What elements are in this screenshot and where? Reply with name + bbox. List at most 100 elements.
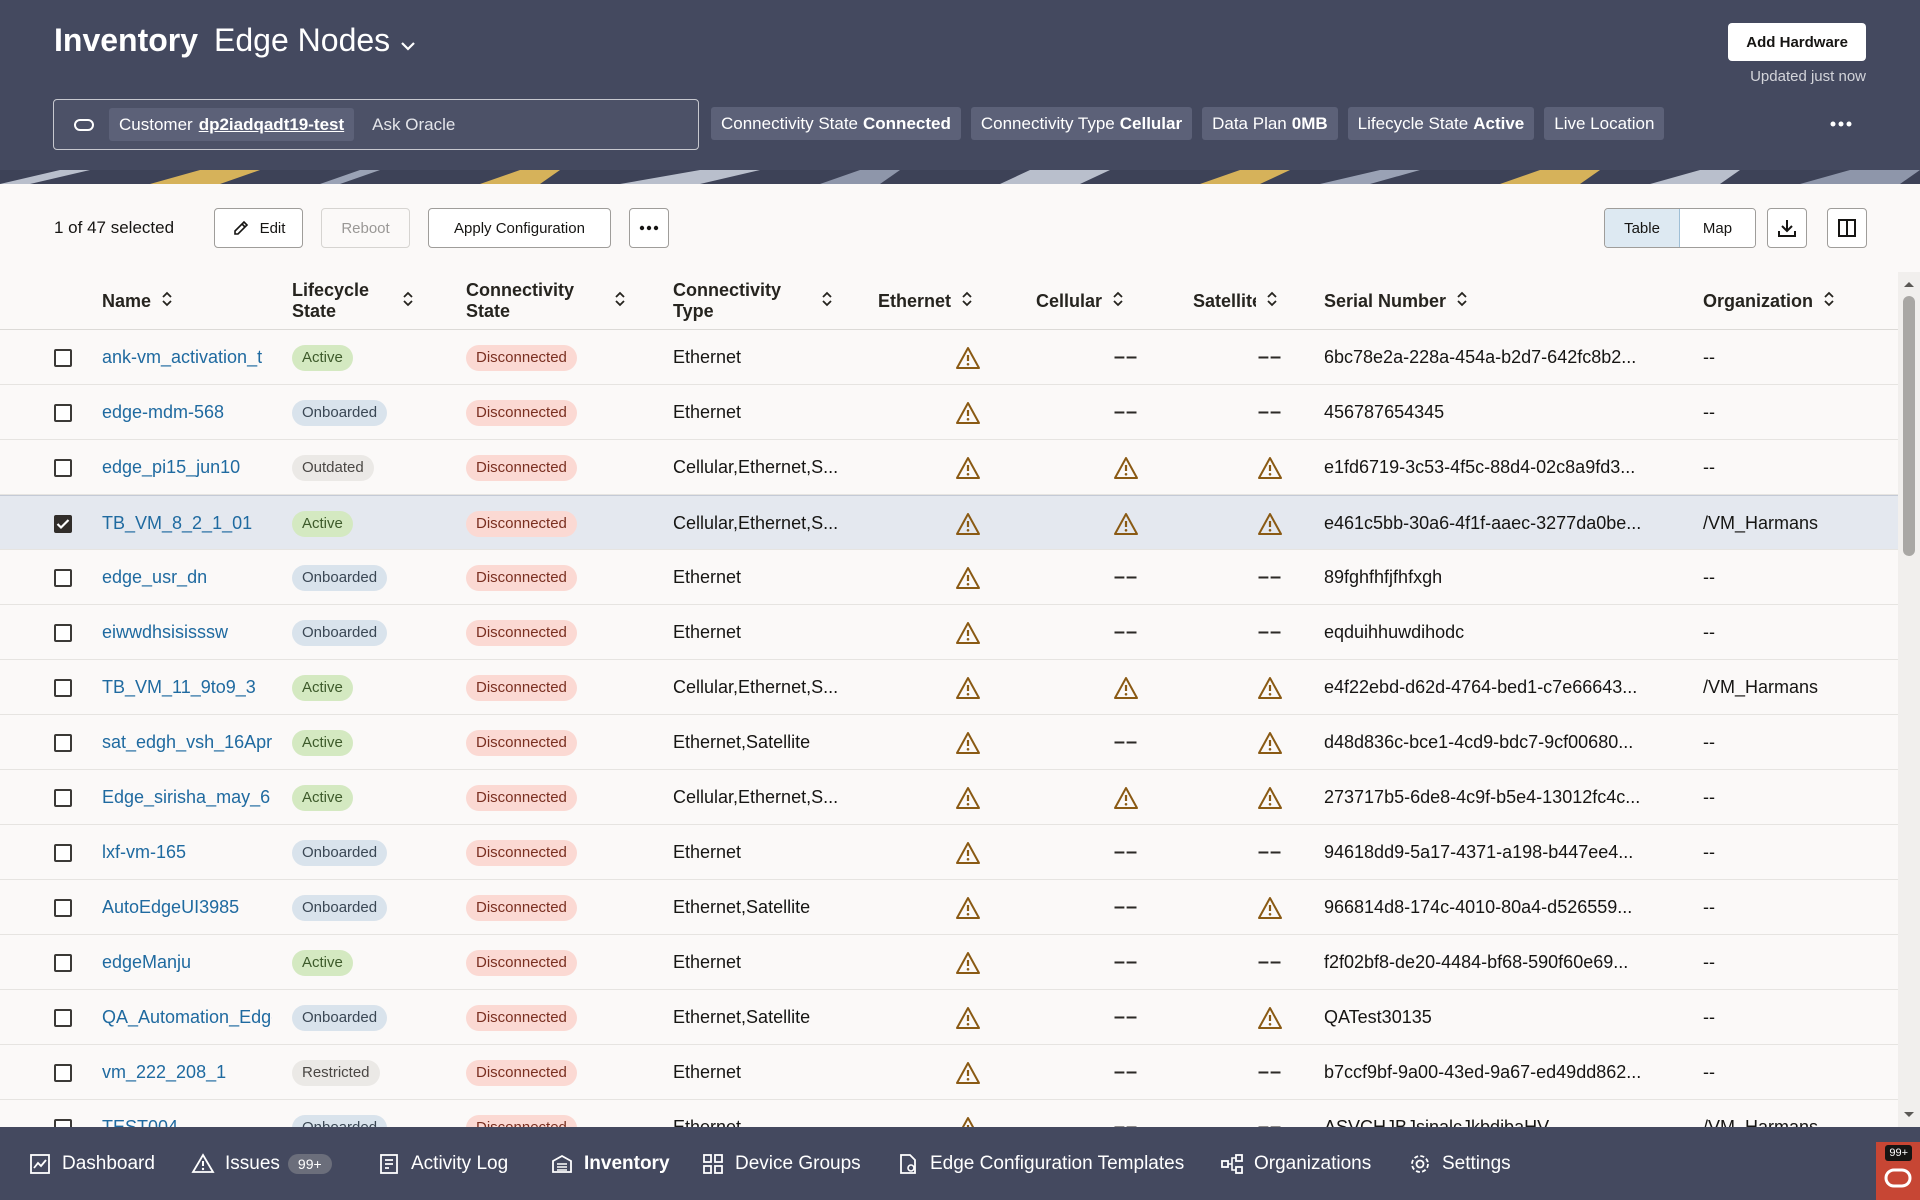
filter-chip-connectivity-type[interactable]: Connectivity Type Cellular xyxy=(970,107,1193,140)
column-header-name[interactable]: Name xyxy=(102,272,173,330)
device-name-link[interactable]: ank-vm_activation_t xyxy=(102,347,263,367)
column-header-organization[interactable]: Organization xyxy=(1703,272,1835,330)
toolbar-more-button[interactable] xyxy=(629,208,669,248)
table-row[interactable]: ank-vm_activation_t Active Disconnected Eth… xyxy=(0,330,1898,385)
device-name-link[interactable]: TB_VM_8_2_1_01 xyxy=(102,513,253,533)
customer-filter-chip[interactable]: Customer dp2iadqadt19-test xyxy=(109,108,355,141)
nav-issues[interactable]: Issues 99+ xyxy=(191,1127,332,1200)
column-header-lifecycle-state[interactable]: Lifecycle State xyxy=(292,272,430,330)
filter-chip-live-location[interactable]: Live Location xyxy=(1544,107,1665,140)
nav-dashboard[interactable]: Dashboard xyxy=(28,1127,155,1200)
nav-organizations[interactable]: Organizations xyxy=(1220,1127,1371,1200)
row-checkbox[interactable] xyxy=(54,734,72,752)
device-name-link[interactable]: vm_222_208_1 xyxy=(102,1062,227,1082)
table-view-button[interactable]: Table xyxy=(1605,209,1680,247)
sort-icon[interactable] xyxy=(1266,290,1278,313)
device-name-link[interactable]: edge_pi15_jun10 xyxy=(102,457,241,477)
row-checkbox[interactable] xyxy=(54,789,72,807)
column-header-serial-number[interactable]: Serial Number xyxy=(1324,272,1468,330)
apply-configuration-button[interactable]: Apply Configuration xyxy=(428,208,611,248)
scroll-down-arrow-icon[interactable] xyxy=(1898,1107,1920,1123)
device-name-link[interactable]: sat_edgh_vsh_16Apr xyxy=(102,732,272,752)
table-row[interactable]: QA_Automation_Edge Onboarded Disconnected E… xyxy=(0,990,1898,1045)
warning-icon xyxy=(1257,456,1283,480)
vertical-scrollbar[interactable] xyxy=(1898,272,1920,1127)
column-layout-button[interactable] xyxy=(1827,208,1867,248)
table-row[interactable]: TB_VM_8_2_1_01 Active Disconnected Cellular… xyxy=(0,495,1898,550)
device-name-link[interactable]: QA_Automation_Edge xyxy=(102,1007,272,1027)
reboot-button[interactable]: Reboot xyxy=(321,208,410,248)
row-checkbox[interactable] xyxy=(54,569,72,587)
row-checkbox[interactable] xyxy=(54,515,72,533)
row-checkbox[interactable] xyxy=(54,1119,72,1127)
filter-chip-connectivity-state[interactable]: Connectivity State Connected xyxy=(711,107,961,140)
table-row[interactable]: TEST004 Onboarded Disconnected Ethernet –– ––… xyxy=(0,1100,1898,1127)
sort-icon[interactable] xyxy=(1456,290,1468,313)
edit-button[interactable]: Edit xyxy=(214,208,303,248)
row-checkbox[interactable] xyxy=(54,899,72,917)
device-name-link[interactable]: TEST004 xyxy=(102,1117,179,1127)
scrollbar-thumb[interactable] xyxy=(1903,296,1915,556)
column-header-satellite[interactable]: Satellite xyxy=(1193,272,1278,330)
search-field[interactable]: Customer dp2iadqadt19-test Ask Oracle xyxy=(53,99,699,150)
sort-icon[interactable] xyxy=(821,290,833,313)
nav-activity-log[interactable]: Activity Log xyxy=(377,1127,508,1200)
table-row[interactable]: Edge_sirisha_may_6 Active Disconnected Cell… xyxy=(0,770,1898,825)
sort-icon[interactable] xyxy=(1823,290,1835,313)
row-checkbox[interactable] xyxy=(54,679,72,697)
column-header-connectivity-state[interactable]: Connectivity State xyxy=(466,272,636,330)
device-name-link[interactable]: AutoEdgeUI3985 xyxy=(102,897,240,917)
row-checkbox[interactable] xyxy=(54,1064,72,1082)
table-row[interactable]: vm_222_208_1 Restricted Disconnected Ethern… xyxy=(0,1045,1898,1100)
customer-filter-value[interactable]: dp2iadqadt19-test xyxy=(198,114,345,134)
row-checkbox[interactable] xyxy=(54,844,72,862)
row-checkbox[interactable] xyxy=(54,624,72,642)
filter-chip-data-plan[interactable]: Data Plan 0MB xyxy=(1202,107,1338,140)
table-row[interactable]: sat_edgh_vsh_16Apr Active Disconnected Ethe… xyxy=(0,715,1898,770)
map-view-button[interactable]: Map xyxy=(1680,209,1755,247)
row-checkbox[interactable] xyxy=(54,349,72,367)
filter-chip-lifecycle-state[interactable]: Lifecycle State Active xyxy=(1347,107,1535,140)
sort-icon[interactable] xyxy=(614,290,626,313)
table-row[interactable]: eiwwdhsisisssw Onboarded Disconnected Ether… xyxy=(0,605,1898,660)
row-checkbox[interactable] xyxy=(54,954,72,972)
device-name-link[interactable]: TB_VM_11_9to9_3 xyxy=(102,677,256,697)
organization-text: -- xyxy=(1703,567,1715,587)
scroll-up-arrow-icon[interactable] xyxy=(1898,276,1920,292)
table-row[interactable]: edge-mdm-568 Onboarded Disconnected Etherne… xyxy=(0,385,1898,440)
view-selector-dropdown[interactable]: Edge Nodes xyxy=(214,22,416,59)
table-row[interactable]: edge_usr_dn Onboarded Disconnected Ethernet… xyxy=(0,550,1898,605)
column-label: Ethernet xyxy=(878,290,952,311)
sort-icon[interactable] xyxy=(402,290,414,313)
device-name-link[interactable]: edge_usr_dn xyxy=(102,567,208,587)
nav-settings[interactable]: Settings xyxy=(1408,1127,1511,1200)
sort-icon[interactable] xyxy=(1112,290,1124,313)
table-row[interactable]: lxf-vm-165 Onboarded Disconnected Ethernet –… xyxy=(0,825,1898,880)
row-checkbox[interactable] xyxy=(54,404,72,422)
table-row[interactable]: edge_pi15_jun10 Outdated Disconnected Cellu… xyxy=(0,440,1898,495)
search-placeholder[interactable]: Ask Oracle xyxy=(372,114,456,134)
device-name-link[interactable]: lxf-vm-165 xyxy=(102,842,187,862)
table-row[interactable]: AutoEdgeUI3985 Onboarded Disconnected Ether… xyxy=(0,880,1898,935)
nav-inventory[interactable]: Inventory xyxy=(550,1127,670,1200)
nav-edge-configuration-templates[interactable]: Edge Configuration Templates xyxy=(896,1127,1184,1200)
device-name-link[interactable]: edgeManju xyxy=(102,952,192,972)
column-header-ethernet[interactable]: Ethernet xyxy=(878,272,973,330)
sort-icon[interactable] xyxy=(161,290,173,313)
add-hardware-button[interactable]: Add Hardware xyxy=(1728,23,1866,61)
column-header-connectivity-type[interactable]: Connectivity Type xyxy=(673,272,841,330)
table-row[interactable]: TB_VM_11_9to9_3 Active Disconnected Cellula… xyxy=(0,660,1898,715)
sort-icon[interactable] xyxy=(961,290,973,313)
table-row[interactable]: edgeManju Active Disconnected Ethernet –– –– f… xyxy=(0,935,1898,990)
nav-device-groups[interactable]: Device Groups xyxy=(701,1127,861,1200)
device-name-link[interactable]: Edge_sirisha_may_6 xyxy=(102,787,271,807)
more-options-icon[interactable] xyxy=(1827,112,1855,136)
column-header-cellular[interactable]: Cellular xyxy=(1036,272,1124,330)
device-name-link[interactable]: eiwwdhsisisssw xyxy=(102,622,229,642)
row-checkbox[interactable] xyxy=(54,1009,72,1027)
customer-filter-label: Customer xyxy=(119,114,193,134)
row-checkbox[interactable] xyxy=(54,459,72,477)
organization-cell: -- xyxy=(1703,880,1893,935)
download-button[interactable] xyxy=(1767,208,1807,248)
device-name-link[interactable]: edge-mdm-568 xyxy=(102,402,225,422)
